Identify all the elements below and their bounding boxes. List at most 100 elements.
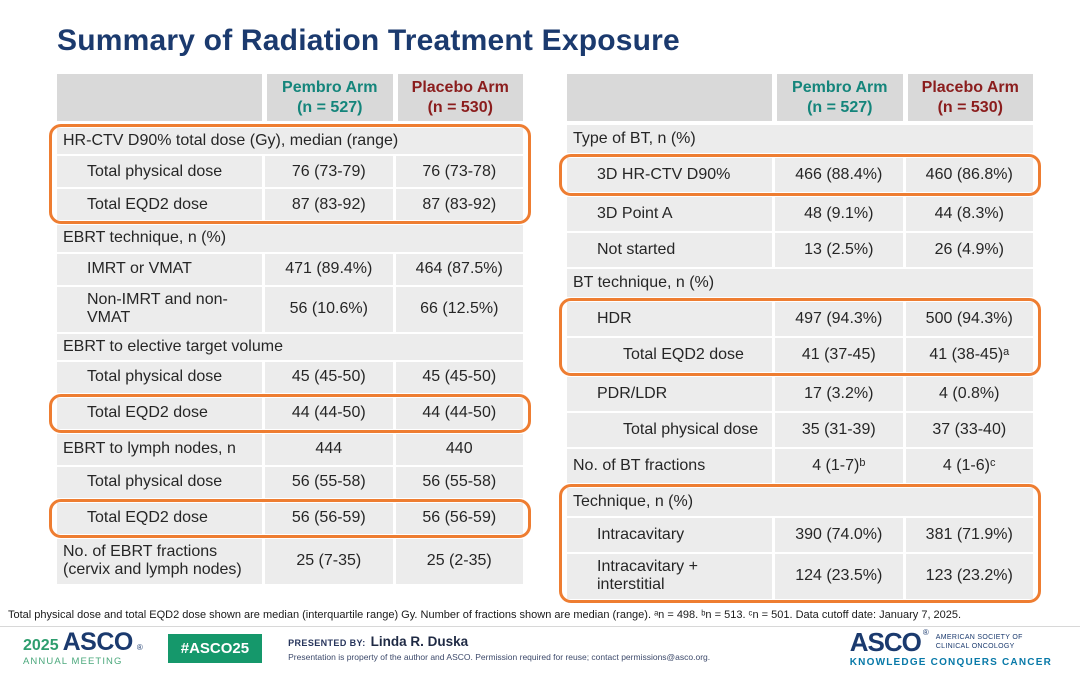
table-section-row: Type of BT, n (%) xyxy=(567,125,1033,153)
asco-wordmark: ASCO xyxy=(849,626,922,657)
placebo-value: 381 (71.9%) xyxy=(905,518,1033,552)
table-row: IMRT or VMAT 471 (89.4%) 464 (87.5%) xyxy=(57,253,523,285)
pembro-value: 497 (94.3%) xyxy=(775,302,903,336)
table-row: No. of EBRT fractions (cervix and lymph … xyxy=(57,538,523,584)
table-row: Total EQD2 dose 56 (56-59) 56 (56-59) xyxy=(57,502,523,534)
highlight-box: 3D HR-CTV D90% 466 (88.4%) 460 (86.8%) xyxy=(559,154,1041,196)
pembro-value: 466 (88.4%) xyxy=(775,158,903,192)
header-placebo-arm: Placebo Arm (n = 530) xyxy=(907,74,1033,121)
row-label: HR-CTV D90% total dose (Gy), median (ran… xyxy=(57,128,523,155)
row-label: Total physical dose xyxy=(57,361,263,393)
table-section-row: HR-CTV D90% total dose (Gy), median (ran… xyxy=(57,128,523,155)
row-label: Total physical dose xyxy=(57,156,263,188)
ebrt-exposure-table: Pembro Arm (n = 527) Placebo Arm (n = 53… xyxy=(49,74,531,602)
highlight-box: Technique, n (%) Intracavitary 390 (74.0%)… xyxy=(559,484,1041,603)
row-label: Total EQD2 dose xyxy=(57,397,263,429)
right-table-header: Pembro Arm (n = 527) Placebo Arm (n = 53… xyxy=(567,74,1033,121)
row-group: Type of BT, n (%) xyxy=(567,125,1033,153)
row-label: IMRT or VMAT xyxy=(57,253,263,285)
pembro-value: 471 (89.4%) xyxy=(265,253,393,285)
row-label: EBRT technique, n (%) xyxy=(57,225,523,252)
header-pembro-arm: Pembro Arm (n = 527) xyxy=(777,74,903,121)
placebo-value: 440 xyxy=(395,433,523,465)
pembro-value: 444 xyxy=(265,433,393,465)
table-row: Total physical dose 56 (55-58) 56 (55-58) xyxy=(57,466,523,498)
placebo-value: 26 (4.9%) xyxy=(905,233,1033,267)
meeting-name: ANNUAL MEETING xyxy=(23,656,123,668)
registered-mark-icon: ® xyxy=(922,627,929,637)
highlight-box: Total EQD2 dose 56 (56-59) 56 (56-59) xyxy=(49,498,531,538)
row-label: BT technique, n (%) xyxy=(567,269,1033,297)
table-row: Intracavitary + interstitial 124 (23.5%) 1… xyxy=(567,554,1033,599)
highlight-box: HDR 497 (94.3%) 500 (94.3%) Total EQD2 dose… xyxy=(559,298,1041,376)
table-row: HDR 497 (94.3%) 500 (94.3%) xyxy=(567,302,1033,336)
pembro-value: 87 (83-92) xyxy=(265,189,393,221)
placebo-value: 87 (83-92) xyxy=(395,189,523,221)
header-empty-cell xyxy=(567,74,773,121)
permission-disclaimer: Presentation is property of the author a… xyxy=(288,652,711,663)
table-row: Non-IMRT and non-VMAT 56 (10.6%) 66 (12.5%… xyxy=(57,286,523,332)
asco-logo-row: ASCO ® AMERICAN SOCIETY OF CLINICAL ONCO… xyxy=(849,626,1023,657)
pembro-value: 44 (44-50) xyxy=(265,397,393,429)
row-label: Not started xyxy=(567,233,773,267)
row-label: No. of EBRT fractions (cervix and lymph … xyxy=(57,538,263,584)
table-row: Total EQD2 dose 41 (37-45) 41 (38-45)ᵃ xyxy=(567,338,1033,372)
asco-slogan: KNOWLEDGE CONQUERS CANCER xyxy=(849,656,1052,668)
placebo-value: 56 (56-59) xyxy=(395,502,523,534)
table-row: Total EQD2 dose 44 (44-50) 44 (44-50) xyxy=(57,397,523,429)
row-label: Type of BT, n (%) xyxy=(567,125,1033,153)
tables-container: Pembro Arm (n = 527) Placebo Arm (n = 53… xyxy=(0,74,1080,603)
placebo-value: 44 (8.3%) xyxy=(905,197,1033,231)
table-section-row: Technique, n (%) xyxy=(567,488,1033,516)
row-label: Intracavitary + interstitial xyxy=(567,554,773,599)
table-row: EBRT to lymph nodes, n 444 440 xyxy=(57,433,523,465)
row-label: No. of BT fractions xyxy=(567,449,773,483)
placebo-value: 45 (45-50) xyxy=(395,361,523,393)
highlight-box: HR-CTV D90% total dose (Gy), median (ran… xyxy=(49,124,531,225)
pembro-value: 56 (10.6%) xyxy=(265,286,393,332)
table-row: PDR/LDR 17 (3.2%) 4 (0.8%) xyxy=(567,377,1033,411)
row-label: EBRT to elective target volume xyxy=(57,333,523,360)
pembro-value: 56 (55-58) xyxy=(265,466,393,498)
row-group: EBRT technique, n (%) IMRT or VMAT 471 (89… xyxy=(57,225,523,393)
placebo-value: 500 (94.3%) xyxy=(905,302,1033,336)
pembro-value: 76 (73-79) xyxy=(265,156,393,188)
row-group: No. of EBRT fractions (cervix and lymph … xyxy=(57,538,523,584)
table-section-row: EBRT to elective target volume xyxy=(57,333,523,360)
table-row: Intracavitary 390 (74.0%) 381 (71.9%) xyxy=(567,518,1033,552)
row-group: EBRT to lymph nodes, n 444 440 Total physic… xyxy=(57,433,523,498)
placebo-value: 66 (12.5%) xyxy=(395,286,523,332)
pembro-value: 48 (9.1%) xyxy=(775,197,903,231)
placebo-value: 464 (87.5%) xyxy=(395,253,523,285)
row-label: Total EQD2 dose xyxy=(57,502,263,534)
row-label: 3D HR-CTV D90% xyxy=(567,158,773,192)
placebo-value: 123 (23.2%) xyxy=(905,554,1033,599)
header-pembro-arm: Pembro Arm (n = 527) xyxy=(267,74,393,121)
row-label: Technique, n (%) xyxy=(567,488,1033,516)
left-table-header: Pembro Arm (n = 527) Placebo Arm (n = 53… xyxy=(57,74,523,121)
brachytherapy-exposure-table: Pembro Arm (n = 527) Placebo Arm (n = 53… xyxy=(559,74,1041,603)
presented-by-line: PRESENTED BY: Linda R. Duska xyxy=(288,634,710,649)
row-label: Total EQD2 dose xyxy=(57,189,263,221)
hashtag-badge: #ASCO25 xyxy=(167,633,263,663)
pembro-value: 390 (74.0%) xyxy=(775,518,903,552)
annual-meeting-logo-top: 2025 ASCO ® xyxy=(23,630,143,655)
placebo-value: 4 (1-6)ᶜ xyxy=(905,449,1033,483)
slide-title: Summary of Radiation Treatment Exposure xyxy=(57,24,680,57)
pembro-value: 45 (45-50) xyxy=(265,361,393,393)
pembro-value: 56 (56-59) xyxy=(265,502,393,534)
pembro-value: 124 (23.5%) xyxy=(775,554,903,599)
asco-tagline: AMERICAN SOCIETY OF CLINICAL ONCOLOGY xyxy=(935,633,1023,650)
footer-bar: 2025 ASCO ® ANNUAL MEETING #ASCO25 PRESE… xyxy=(0,627,1080,674)
row-label: Non-IMRT and non-VMAT xyxy=(57,286,263,332)
row-label: PDR/LDR xyxy=(567,377,773,411)
table-row: Total physical dose 45 (45-50) 45 (45-50) xyxy=(57,361,523,393)
placebo-value: 76 (73-78) xyxy=(395,156,523,188)
table-row: Total EQD2 dose 87 (83-92) 87 (83-92) xyxy=(57,189,523,221)
row-label: 3D Point A xyxy=(567,197,773,231)
pembro-value: 41 (37-45) xyxy=(775,338,903,372)
placebo-value: 4 (0.8%) xyxy=(905,377,1033,411)
pembro-value: 25 (7-35) xyxy=(265,538,393,584)
placebo-value: 44 (44-50) xyxy=(395,397,523,429)
slide: Summary of Radiation Treatment Exposure … xyxy=(0,24,1080,667)
